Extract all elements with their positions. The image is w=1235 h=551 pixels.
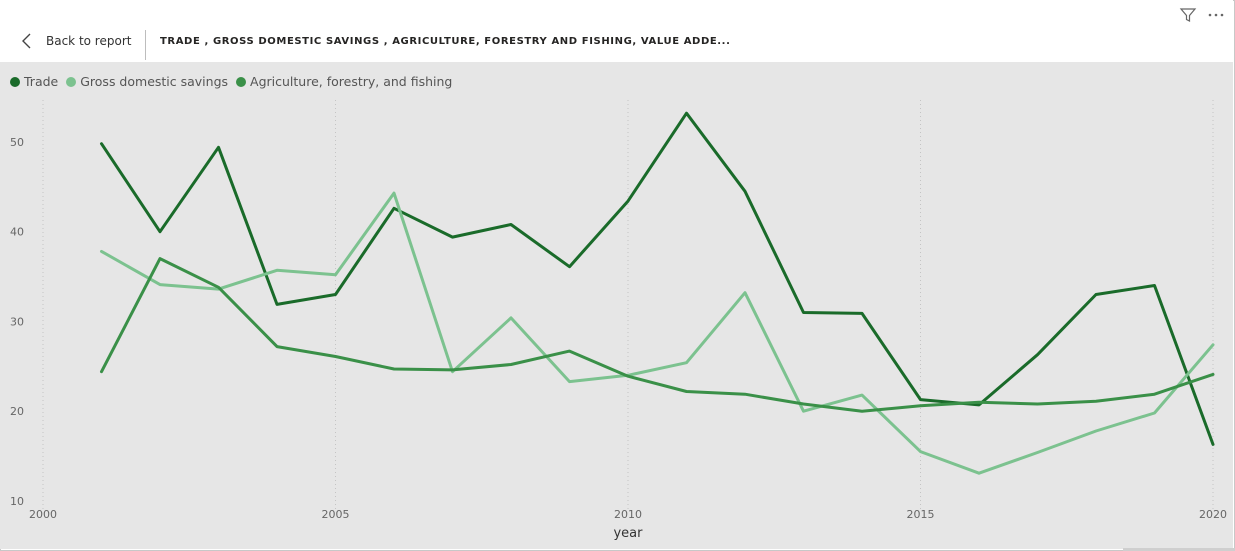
legend-label: Agriculture, forestry, and fishing xyxy=(250,74,453,89)
header-bar: Back to report TRADE , GROSS DOMESTIC SA… xyxy=(0,0,1233,62)
legend-item[interactable]: Agriculture, forestry, and fishing xyxy=(236,74,452,89)
legend-label: Gross domestic savings xyxy=(80,74,229,89)
x-tick-label: 2010 xyxy=(614,508,642,521)
chart-legend: Trade Gross domestic savings Agriculture, … xyxy=(10,74,452,89)
legend-dot-icon xyxy=(236,76,247,87)
legend-dot-icon xyxy=(66,76,77,87)
filter-icon[interactable] xyxy=(1179,6,1197,24)
y-tick-label: 20 xyxy=(10,405,24,418)
x-tick-label: 2005 xyxy=(322,508,350,521)
visual-title: TRADE , GROSS DOMESTIC SAVINGS , AGRICUL… xyxy=(160,36,731,47)
more-options-icon[interactable] xyxy=(1207,6,1225,24)
legend-label: Trade xyxy=(24,74,59,89)
header-actions xyxy=(1179,6,1225,24)
chart-canvas xyxy=(0,62,1233,549)
x-tick-label: 2015 xyxy=(907,508,935,521)
y-tick-label: 30 xyxy=(10,315,24,328)
y-tick-label: 50 xyxy=(10,136,24,149)
back-label: Back to report xyxy=(46,34,132,48)
y-tick-label: 40 xyxy=(10,226,24,239)
legend-item[interactable]: Trade xyxy=(10,74,58,89)
x-tick-label: 2020 xyxy=(1199,508,1227,521)
y-tick-label: 10 xyxy=(10,495,24,508)
series-line-3 xyxy=(100,257,1215,413)
legend-dot-icon xyxy=(10,76,20,87)
legend-item[interactable]: Gross domestic savings xyxy=(66,74,228,89)
series-line-1 xyxy=(100,111,1215,446)
chevron-left-icon xyxy=(22,33,31,49)
scrollbar[interactable] xyxy=(1123,548,1235,551)
x-tick-label: 2000 xyxy=(29,508,57,521)
x-axis-title: year xyxy=(613,526,643,541)
back-to-report-button[interactable]: Back to report xyxy=(20,32,131,50)
series-line-2 xyxy=(100,191,1215,475)
header-divider xyxy=(145,30,146,60)
